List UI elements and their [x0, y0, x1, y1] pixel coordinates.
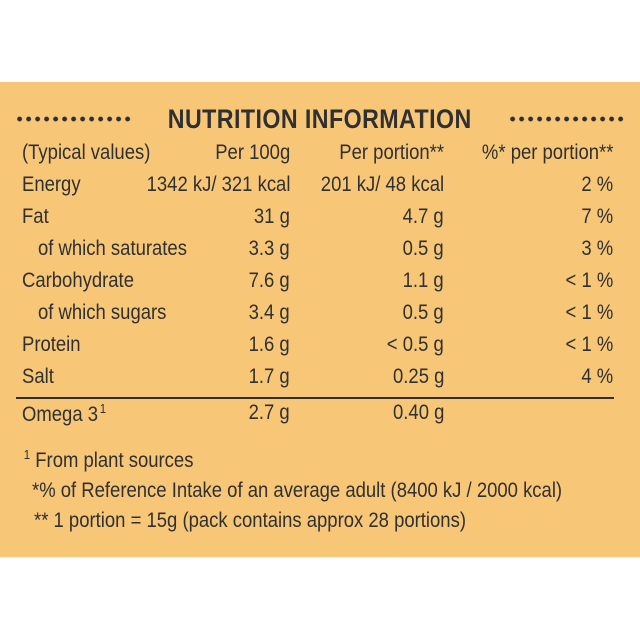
row-pct: < 1 % — [565, 269, 613, 292]
header-per-100g: Per 100g — [214, 141, 290, 164]
row-per-100g: 1.7 g — [248, 365, 290, 388]
row-pct: < 1 % — [565, 333, 613, 356]
dotted-rule-left — [16, 115, 132, 123]
footnote-marker: 1 — [23, 447, 31, 462]
table-row: Fat 31 g 4.7 g 7 % — [0, 202, 640, 234]
row-label: Salt — [22, 365, 54, 388]
header-pct-per-portion: %* per portion** — [481, 141, 613, 164]
panel-title: NUTRITION INFORMATION — [168, 103, 472, 134]
row-pct: 4 % — [581, 365, 613, 388]
nutrition-panel: NUTRITION INFORMATION (Typical values) P… — [0, 82, 640, 557]
row-per-100g: 3.4 g — [248, 301, 290, 324]
table-divider — [16, 397, 614, 399]
omega-per-100g: 2.7 g — [248, 401, 290, 424]
header-per-portion: Per portion** — [339, 141, 444, 164]
row-pct: 2 % — [581, 173, 613, 196]
omega-footnote-marker: 1 — [99, 401, 107, 416]
table-row: Salt 1.7 g 0.25 g 4 % — [0, 362, 640, 394]
row-pct: 7 % — [581, 205, 613, 228]
row-label: Fat — [22, 205, 49, 228]
footnote-text: From plant sources — [35, 449, 194, 472]
row-per-portion: < 0.5 g — [386, 333, 444, 356]
row-pct: 3 % — [581, 237, 613, 260]
omega-per-portion: 0.40 g — [392, 401, 444, 424]
row-label: Protein — [22, 333, 81, 356]
row-per-portion: 0.5 g — [402, 301, 444, 324]
footnote-portion-size: ** 1 portion = 15g (pack contains approx… — [34, 509, 466, 532]
row-per-portion: 4.7 g — [402, 205, 444, 228]
footnote-plant-sources: 1 From plant sources — [22, 440, 561, 476]
row-pct: < 1 % — [565, 301, 613, 324]
row-label: Carbohydrate — [22, 269, 134, 292]
table-header: (Typical values) Per 100g Per portion** … — [0, 138, 640, 170]
omega-label: Omega 3 — [22, 403, 99, 426]
row-per-portion: 1.1 g — [402, 269, 444, 292]
row-per-100g: 7.6 g — [248, 269, 290, 292]
row-per-portion: 0.25 g — [392, 365, 444, 388]
table-row: of which sugars 3.4 g 0.5 g < 1 % — [0, 298, 640, 330]
row-per-portion: 0.5 g — [402, 237, 444, 260]
row-per-portion: 201 kJ/ 48 kcal — [320, 173, 444, 196]
row-label: of which saturates — [38, 237, 187, 260]
row-per-100g: 31 g — [254, 205, 290, 228]
table-row: of which saturates 3.3 g 0.5 g 3 % — [0, 234, 640, 266]
row-per-100g: 1342 kJ/ 321 kcal — [146, 173, 290, 196]
footnotes: 1 From plant sources *% of Reference Int… — [22, 440, 634, 536]
nutrition-table: (Typical values) Per 100g Per portion** … — [0, 138, 640, 394]
header-typical-values: (Typical values) — [22, 141, 151, 164]
footnote-reference-intake: *% of Reference Intake of an average adu… — [32, 479, 563, 502]
row-per-100g: 3.3 g — [248, 237, 290, 260]
dotted-rule-right — [508, 115, 624, 123]
row-label: of which sugars — [38, 301, 167, 324]
table-row: Energy 1342 kJ/ 321 kcal 201 kJ/ 48 kcal… — [0, 170, 640, 202]
title-row: NUTRITION INFORMATION — [16, 102, 624, 136]
row-label: Energy — [22, 173, 81, 196]
table-row: Protein 1.6 g < 0.5 g < 1 % — [0, 330, 640, 362]
row-per-100g: 1.6 g — [248, 333, 290, 356]
table-row: Carbohydrate 7.6 g 1.1 g < 1 % — [0, 266, 640, 298]
